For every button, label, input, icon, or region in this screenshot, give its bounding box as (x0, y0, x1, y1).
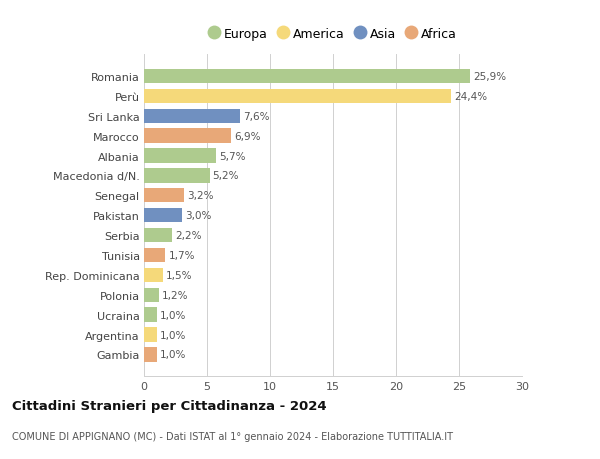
Bar (144, 129, 231, 144)
Text: 5,2%: 5,2% (212, 171, 239, 181)
Text: 1,0%: 1,0% (160, 310, 186, 320)
Text: 1,0%: 1,0% (160, 350, 186, 359)
Bar (144, 229, 172, 243)
Bar (144, 189, 184, 203)
Bar (144, 149, 216, 163)
Legend: Europa, America, Asia, Africa: Europa, America, Asia, Africa (204, 23, 462, 46)
Text: 7,6%: 7,6% (243, 112, 269, 122)
Bar (144, 90, 451, 104)
Bar (144, 70, 470, 84)
Text: 1,0%: 1,0% (160, 330, 186, 340)
Text: 2,2%: 2,2% (175, 230, 202, 241)
Bar (144, 248, 166, 263)
Text: 3,0%: 3,0% (185, 211, 211, 221)
Bar (144, 208, 182, 223)
Text: 1,5%: 1,5% (166, 270, 193, 280)
Text: 25,9%: 25,9% (473, 72, 506, 82)
Text: 24,4%: 24,4% (455, 92, 488, 101)
Text: Cittadini Stranieri per Cittadinanza - 2024: Cittadini Stranieri per Cittadinanza - 2… (12, 399, 326, 412)
Text: 3,2%: 3,2% (187, 191, 214, 201)
Text: 5,7%: 5,7% (219, 151, 245, 161)
Bar (144, 308, 157, 322)
Bar (144, 288, 159, 302)
Bar (144, 328, 157, 342)
Text: 6,9%: 6,9% (234, 131, 260, 141)
Text: 1,2%: 1,2% (162, 290, 189, 300)
Bar (144, 268, 163, 282)
Bar (144, 169, 209, 183)
Bar (144, 109, 240, 123)
Text: 1,7%: 1,7% (169, 251, 195, 260)
Text: COMUNE DI APPIGNANO (MC) - Dati ISTAT al 1° gennaio 2024 - Elaborazione TUTTITAL: COMUNE DI APPIGNANO (MC) - Dati ISTAT al… (12, 431, 453, 442)
Bar (144, 347, 157, 362)
